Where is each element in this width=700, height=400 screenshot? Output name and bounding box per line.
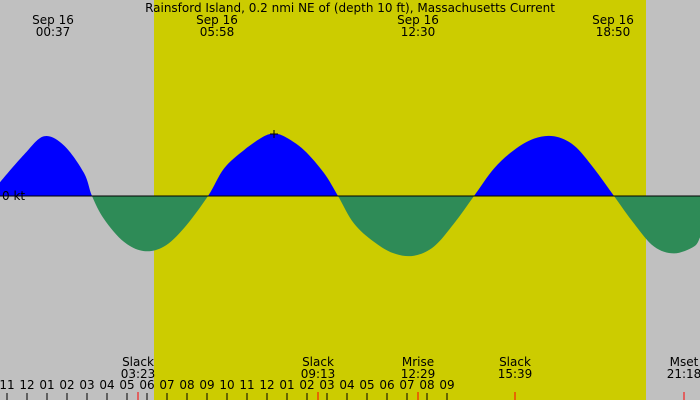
hour-tick-label: 07 bbox=[399, 378, 414, 392]
bottom-event-time: 03:23 bbox=[121, 367, 156, 381]
top-event-time: 18:50 bbox=[596, 25, 631, 39]
bottom-event-labels: Slack03:23Slack09:13Mrise12:29Slack15:39… bbox=[121, 355, 700, 400]
hour-tick-label: 02 bbox=[299, 378, 314, 392]
hour-tick-label: 10 bbox=[219, 378, 234, 392]
top-event-date: Sep 16 bbox=[32, 13, 74, 27]
bottom-event-time: 09:13 bbox=[301, 367, 336, 381]
hour-tick-label: 03 bbox=[79, 378, 94, 392]
top-event-date: Sep 16 bbox=[397, 13, 439, 27]
hour-tick-label: 09 bbox=[199, 378, 214, 392]
bottom-event-time: 12:29 bbox=[401, 367, 436, 381]
flood-current-area bbox=[0, 133, 700, 196]
hour-tick-label: 08 bbox=[419, 378, 434, 392]
hour-tick-label: 05 bbox=[359, 378, 374, 392]
hour-tick-label: 04 bbox=[339, 378, 354, 392]
hour-tick-label: 01 bbox=[279, 378, 294, 392]
bottom-event-time: 15:39 bbox=[498, 367, 533, 381]
top-event-date: Sep 16 bbox=[592, 13, 634, 27]
top-event-time: 00:37 bbox=[36, 25, 71, 39]
bottom-event-label: Slack bbox=[499, 355, 531, 369]
top-event-date: Sep 16 bbox=[196, 13, 238, 27]
chart-title: Rainsford Island, 0.2 nmi NE of (depth 1… bbox=[145, 1, 555, 15]
y-axis-label: 0 kt bbox=[2, 189, 25, 203]
hour-axis: 11 12 01 02 03 04 05 06 07 08 09 10 11 12 01 02 03 04 05 06… bbox=[0, 378, 455, 400]
hour-tick-label: 04 bbox=[99, 378, 114, 392]
bottom-event-label: Mrise bbox=[402, 355, 434, 369]
bottom-event-label: Mset bbox=[670, 355, 699, 369]
hour-tick-label: 06 bbox=[379, 378, 394, 392]
max-current-marker bbox=[270, 130, 278, 138]
ebb-current-area bbox=[0, 196, 700, 257]
hour-tick-label: 08 bbox=[179, 378, 194, 392]
hour-tick-label: 07 bbox=[159, 378, 174, 392]
hour-tick-label: 12 bbox=[19, 378, 34, 392]
top-event-time: 12:30 bbox=[401, 25, 436, 39]
hour-tick-label: 03 bbox=[319, 378, 334, 392]
hour-tick-label: 05 bbox=[119, 378, 134, 392]
hour-tick-label: 09 bbox=[439, 378, 454, 392]
bottom-event-label: Slack bbox=[302, 355, 334, 369]
bottom-event-time: 21:18 bbox=[667, 367, 700, 381]
hour-tick-label: 12 bbox=[259, 378, 274, 392]
top-event-time: 05:58 bbox=[200, 25, 235, 39]
hour-tick-label: 02 bbox=[59, 378, 74, 392]
hour-tick-label: 01 bbox=[39, 378, 54, 392]
hour-tick-label: 11 bbox=[0, 378, 15, 392]
hour-tick-label: 11 bbox=[239, 378, 254, 392]
hour-tick-label: 06 bbox=[139, 378, 154, 392]
bottom-event-label: Slack bbox=[122, 355, 154, 369]
